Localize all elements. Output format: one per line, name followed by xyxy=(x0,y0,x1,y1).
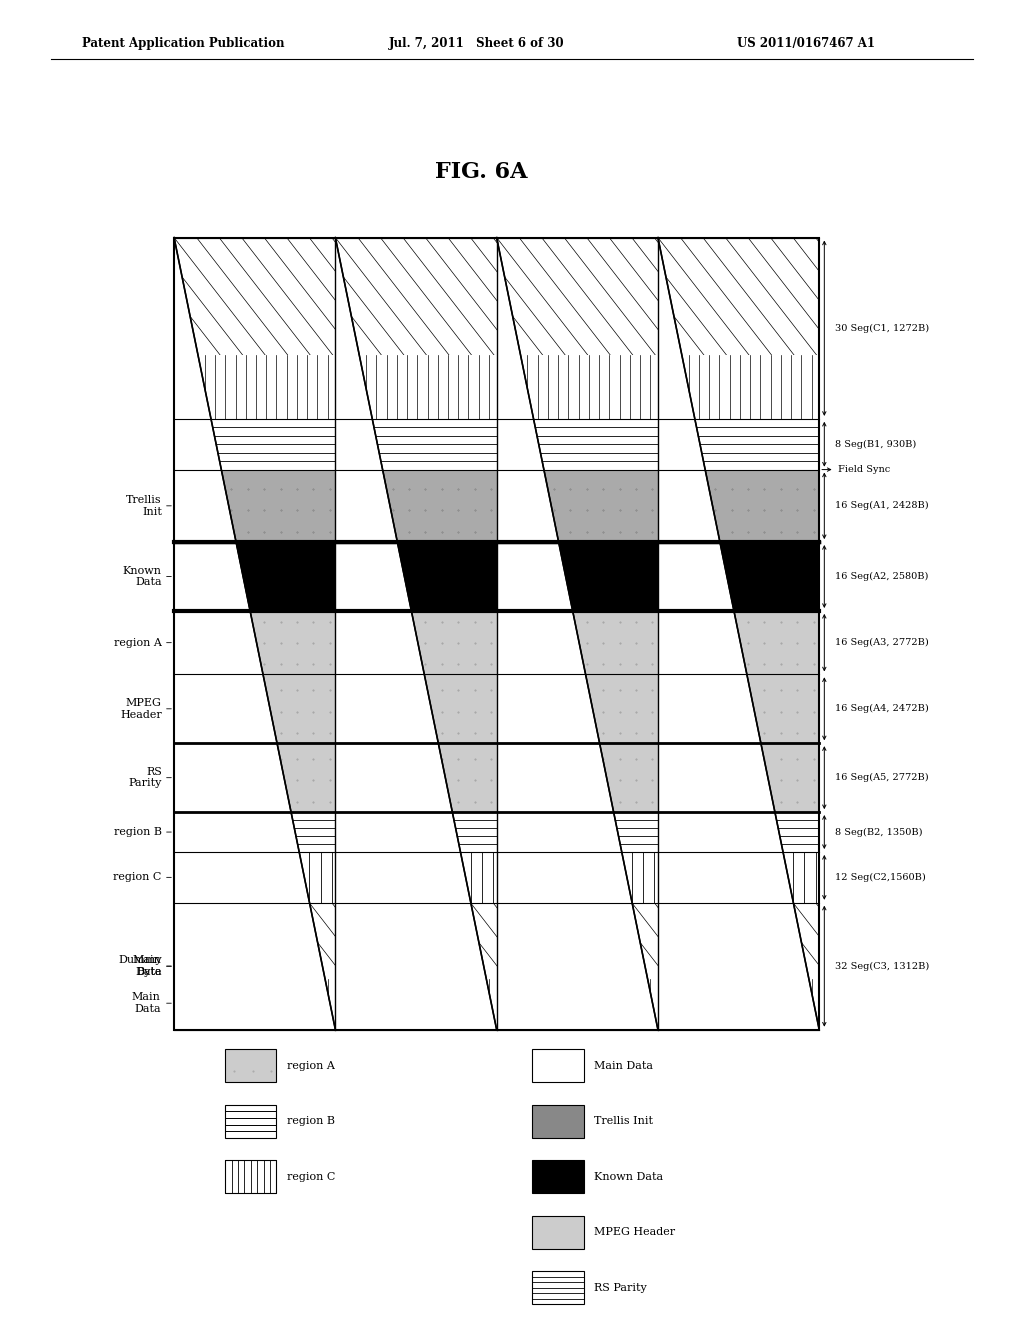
Bar xyxy=(174,851,336,903)
Bar xyxy=(336,903,497,1030)
Text: 16 Seg(A4, 2472B): 16 Seg(A4, 2472B) xyxy=(835,705,929,713)
Text: region C: region C xyxy=(287,1172,335,1181)
Bar xyxy=(497,812,657,851)
Bar xyxy=(658,743,819,812)
Text: Known Data: Known Data xyxy=(594,1172,664,1181)
Text: 8 Seg(B1, 930B): 8 Seg(B1, 930B) xyxy=(835,440,915,449)
Text: Field Sync: Field Sync xyxy=(838,465,890,474)
Bar xyxy=(174,611,336,675)
Bar xyxy=(532,1049,584,1082)
Text: MPEG Header: MPEG Header xyxy=(594,1228,675,1237)
Text: RS Parity: RS Parity xyxy=(594,1283,647,1292)
Bar xyxy=(336,238,497,418)
Bar xyxy=(174,543,336,611)
Polygon shape xyxy=(497,238,657,1030)
Text: 30 Seg(C1, 1272B): 30 Seg(C1, 1272B) xyxy=(835,323,929,333)
Bar xyxy=(336,543,497,611)
Bar xyxy=(174,238,819,1030)
Text: Main
Data: Main Data xyxy=(133,956,162,977)
Bar xyxy=(532,1216,584,1249)
Text: Patent Application Publication: Patent Application Publication xyxy=(82,37,285,50)
Text: RS
Parity: RS Parity xyxy=(128,767,162,788)
Bar xyxy=(174,470,336,543)
Bar xyxy=(658,812,819,851)
Text: Main
Data: Main Data xyxy=(132,993,161,1014)
Text: 16 Seg(A2, 2580B): 16 Seg(A2, 2580B) xyxy=(835,572,928,581)
Text: Dummy
Byte: Dummy Byte xyxy=(118,956,162,977)
Text: region A: region A xyxy=(287,1061,335,1071)
Text: region A: region A xyxy=(114,638,162,648)
Bar xyxy=(336,743,497,812)
Bar xyxy=(174,812,336,851)
Bar xyxy=(497,470,657,543)
Text: Jul. 7, 2011   Sheet 6 of 30: Jul. 7, 2011 Sheet 6 of 30 xyxy=(389,37,565,50)
Bar xyxy=(658,470,819,543)
Bar xyxy=(658,903,819,1030)
Bar xyxy=(658,543,819,611)
Bar xyxy=(497,675,657,743)
Bar xyxy=(497,903,657,1030)
Text: Known
Data: Known Data xyxy=(123,566,162,587)
Text: 16 Seg(A5, 2772B): 16 Seg(A5, 2772B) xyxy=(835,774,928,783)
Bar xyxy=(336,418,497,470)
Text: region B: region B xyxy=(114,828,162,837)
Bar xyxy=(225,1105,276,1138)
Bar xyxy=(497,611,657,675)
Text: 16 Seg(A3, 2772B): 16 Seg(A3, 2772B) xyxy=(835,638,929,647)
Polygon shape xyxy=(336,238,497,1030)
Text: 32 Seg(C3, 1312B): 32 Seg(C3, 1312B) xyxy=(835,961,929,970)
Polygon shape xyxy=(174,238,336,1030)
Bar xyxy=(174,418,336,470)
Bar xyxy=(658,418,819,470)
Text: Trellis
Init: Trellis Init xyxy=(126,495,162,516)
Text: region B: region B xyxy=(287,1117,335,1126)
Bar xyxy=(225,1049,276,1082)
Bar xyxy=(658,675,819,743)
Bar xyxy=(497,851,657,903)
Text: 8 Seg(B2, 1350B): 8 Seg(B2, 1350B) xyxy=(835,828,922,837)
Bar xyxy=(225,1160,276,1193)
Text: US 2011/0167467 A1: US 2011/0167467 A1 xyxy=(737,37,876,50)
Bar xyxy=(532,1105,584,1138)
Bar xyxy=(658,851,819,903)
Polygon shape xyxy=(658,238,819,1030)
Bar xyxy=(336,611,497,675)
Bar xyxy=(658,238,819,418)
Text: Main Data: Main Data xyxy=(594,1061,653,1071)
Bar xyxy=(497,543,657,611)
Bar xyxy=(336,675,497,743)
Bar xyxy=(174,675,336,743)
Bar xyxy=(497,743,657,812)
Text: FIG. 6A: FIG. 6A xyxy=(435,161,527,182)
Text: 16 Seg(A1, 2428B): 16 Seg(A1, 2428B) xyxy=(835,502,928,511)
Text: 12 Seg(C2,1560B): 12 Seg(C2,1560B) xyxy=(835,873,926,882)
Bar xyxy=(532,1160,584,1193)
Bar xyxy=(532,1271,584,1304)
Bar xyxy=(336,470,497,543)
Bar xyxy=(174,238,336,418)
Bar xyxy=(497,238,657,418)
Bar xyxy=(336,812,497,851)
Bar xyxy=(336,851,497,903)
Text: MPEG
Header: MPEG Header xyxy=(120,698,162,719)
Bar xyxy=(497,418,657,470)
Bar xyxy=(658,611,819,675)
Bar xyxy=(174,903,336,1030)
Bar xyxy=(174,743,336,812)
Text: Trellis Init: Trellis Init xyxy=(594,1117,653,1126)
Text: region C: region C xyxy=(114,873,162,882)
